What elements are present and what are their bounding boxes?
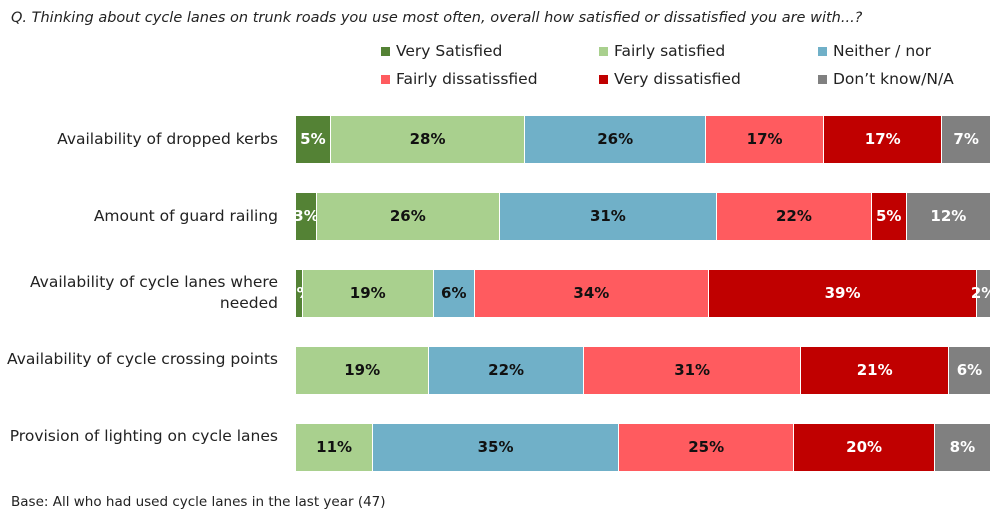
legend-item: Fairly satisfied xyxy=(599,42,725,60)
data-label: 28% xyxy=(409,130,446,148)
bar-segment: 26% xyxy=(525,115,707,163)
bar-segment: 2% xyxy=(971,269,996,317)
legend-swatch xyxy=(599,46,608,56)
bar-segment: 21% xyxy=(801,346,949,394)
bar-segment: 6% xyxy=(948,346,991,394)
base-note: Base: All who had used cycle lanes in th… xyxy=(11,494,386,510)
data-label: 7% xyxy=(953,130,979,148)
data-label: 22% xyxy=(775,207,812,225)
bar-segment: 5% xyxy=(296,115,331,163)
category-label: Availability of cycle crossing points xyxy=(7,350,278,368)
data-label: 5% xyxy=(300,130,326,148)
legend-swatch xyxy=(381,46,390,56)
bar-segment: 35% xyxy=(373,423,619,471)
legend-swatch xyxy=(818,46,827,56)
data-label: 3% xyxy=(293,207,319,225)
legend-label: Very Satisfied xyxy=(396,42,503,60)
category-label: Availability of cycle lanes where needed xyxy=(29,273,278,312)
data-label: 26% xyxy=(389,207,426,225)
bar-segment: 12% xyxy=(906,192,991,240)
data-label: 34% xyxy=(573,284,610,302)
data-label: 21% xyxy=(856,361,893,379)
legend-swatch xyxy=(599,74,608,84)
bar-segment: 26% xyxy=(317,192,500,240)
legend-label: Fairly dissatissfied xyxy=(396,70,538,88)
bar-segment: 8% xyxy=(934,423,991,471)
legend-swatch xyxy=(381,74,390,84)
bar-segment: 19% xyxy=(302,269,434,317)
data-label: 17% xyxy=(746,130,783,148)
data-label: 5% xyxy=(875,207,902,225)
bar-segment: 7% xyxy=(942,115,991,163)
bar-segment: 5% xyxy=(871,192,907,240)
bar-segment: 20% xyxy=(794,423,935,471)
data-label: 35% xyxy=(477,438,514,456)
data-label: 20% xyxy=(846,438,883,456)
data-label: 8% xyxy=(949,438,976,456)
data-label: 39% xyxy=(824,284,861,302)
data-label: 12% xyxy=(930,207,967,225)
legend-item: Don’t know/N/A xyxy=(818,70,954,88)
data-label: 11% xyxy=(316,438,353,456)
legend-item: Fairly dissatissfied xyxy=(381,70,538,88)
category-label: Availability of dropped kerbs xyxy=(57,129,278,148)
legend-item: Neither / nor xyxy=(818,42,931,60)
category-label: Amount of guard railing xyxy=(93,206,278,225)
category-label: Provision of lighting on cycle lanes xyxy=(9,427,278,445)
data-label: 17% xyxy=(864,130,901,148)
bar-segment: 34% xyxy=(474,269,709,317)
bar-segment: 6% xyxy=(433,269,475,317)
bar-segment: 22% xyxy=(717,192,872,240)
bar-segment: 28% xyxy=(330,115,526,163)
bar-segment: 17% xyxy=(706,115,825,163)
bar-segment: 22% xyxy=(429,346,584,394)
data-label: 19% xyxy=(349,284,386,302)
chart-title: Q. Thinking about cycle lanes on trunk r… xyxy=(11,10,863,26)
legend-label: Neither / nor xyxy=(833,42,932,60)
bar-segment: 17% xyxy=(824,115,943,163)
data-label: 22% xyxy=(488,361,525,379)
bar-segment: 11% xyxy=(296,423,374,471)
bar-segment: 25% xyxy=(618,423,795,471)
legend-item: Very Satisfied xyxy=(381,42,502,60)
legend-label: Fairly satisfied xyxy=(614,42,726,60)
bar-segment: 31% xyxy=(583,346,802,394)
data-label: 26% xyxy=(597,130,634,148)
data-label: 6% xyxy=(956,361,983,379)
data-label: 2% xyxy=(970,284,997,302)
legend-swatch xyxy=(818,74,827,84)
legend-label: Very dissatisfied xyxy=(614,70,741,88)
legend-label: Don’t know/N/A xyxy=(833,70,954,88)
bar-segment: 1% xyxy=(286,269,312,317)
data-label: 25% xyxy=(688,438,725,456)
data-label: 31% xyxy=(674,361,711,379)
data-label: 19% xyxy=(344,361,381,379)
bar-segment: 19% xyxy=(296,346,430,394)
legend-item: Very dissatisfied xyxy=(599,70,741,88)
bar-segment: 3% xyxy=(293,192,319,240)
bar-segment: 39% xyxy=(708,269,978,317)
data-label: 31% xyxy=(589,207,626,225)
bar-segment: 31% xyxy=(499,192,718,240)
data-label: 6% xyxy=(441,284,467,302)
